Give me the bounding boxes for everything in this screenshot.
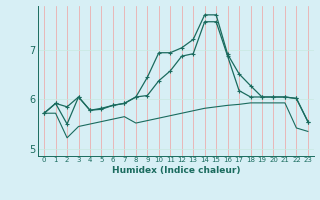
X-axis label: Humidex (Indice chaleur): Humidex (Indice chaleur) <box>112 166 240 175</box>
